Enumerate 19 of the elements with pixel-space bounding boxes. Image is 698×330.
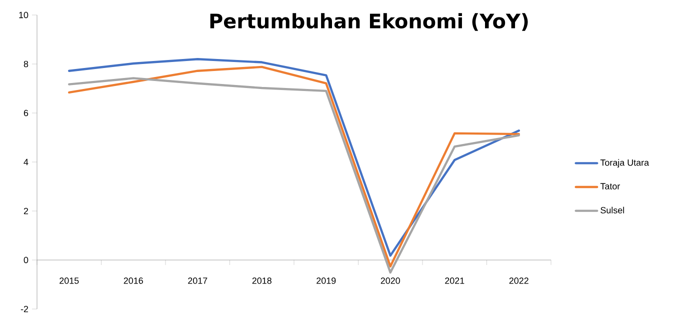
x-tick-label: 2017 — [188, 278, 208, 284]
legend-label: Sulsel — [600, 206, 624, 214]
x-tick-label: 2021 — [445, 278, 464, 284]
legend-label: Tator — [600, 183, 620, 190]
y-tick-label: 8 — [24, 60, 28, 68]
y-tick-label: 4 — [24, 158, 28, 166]
legend-label: Toraja Utara — [600, 159, 650, 168]
x-tick-label: 2016 — [124, 278, 143, 284]
y-tick-label: 2 — [24, 208, 28, 214]
y-tick-label: 10 — [19, 12, 28, 18]
chart-title: Pertumbuhan Ekonomi (YoY) — [210, 13, 528, 31]
y-tick-label: 0 — [24, 256, 28, 264]
x-tick-label: 2015 — [60, 278, 79, 284]
y-tick-label: 6 — [24, 110, 28, 116]
y-tick-label: -2 — [20, 306, 28, 312]
x-tick-label: 2020 — [380, 278, 400, 284]
x-tick-label: 2018 — [252, 278, 272, 284]
x-tick-label: 2019 — [316, 278, 336, 284]
x-tick-label: 2022 — [509, 278, 528, 284]
